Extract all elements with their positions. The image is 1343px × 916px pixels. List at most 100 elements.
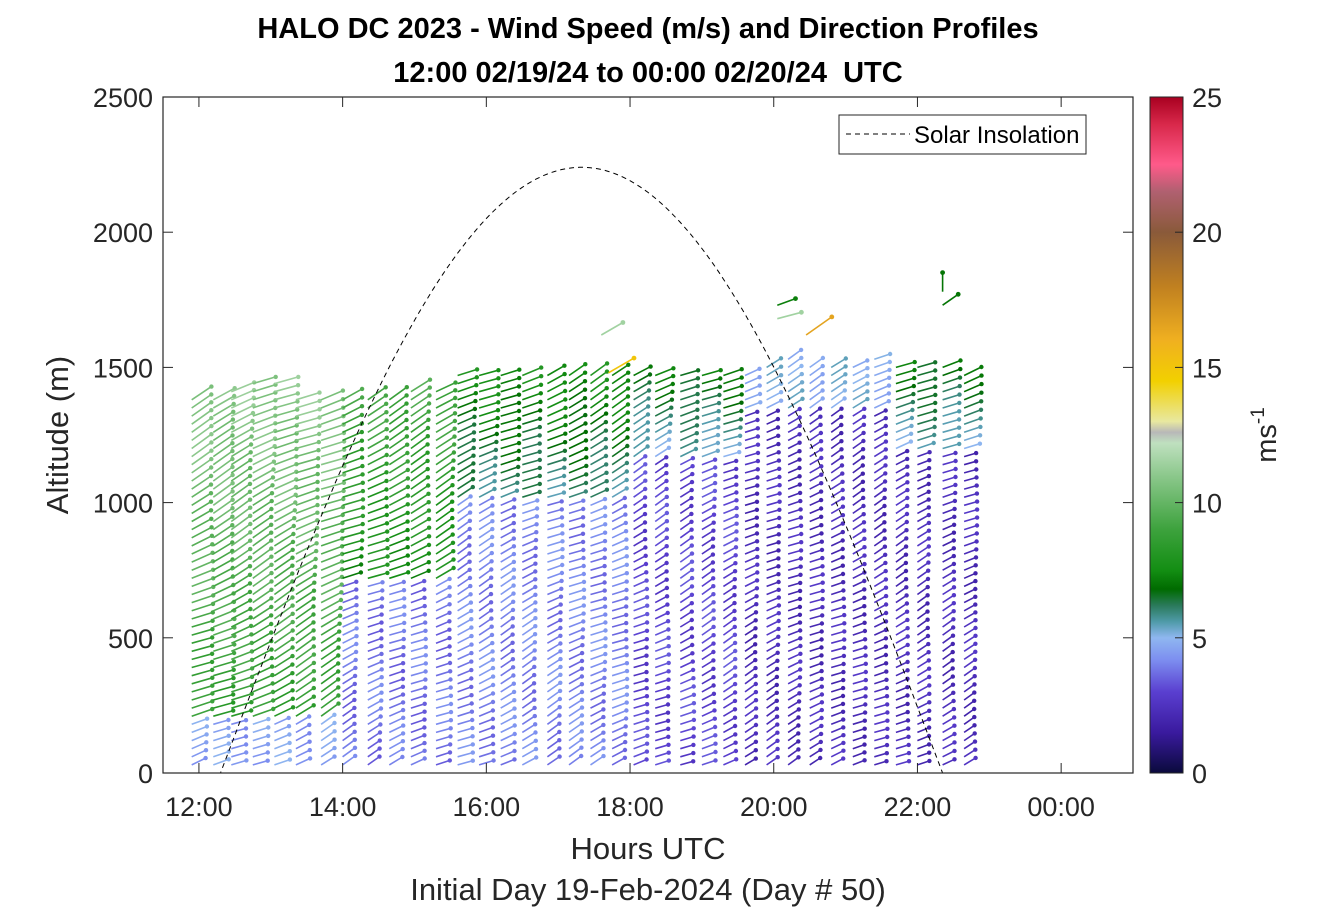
wind-barb <box>435 727 451 734</box>
wind-barb <box>320 576 343 588</box>
wind-barb-head <box>664 486 669 492</box>
wind-barb <box>388 740 404 750</box>
wind-barb <box>274 408 298 417</box>
wind-barb <box>295 678 315 693</box>
wind-barb-head <box>557 754 562 759</box>
wind-barb <box>873 472 886 482</box>
wind-barb <box>410 638 426 644</box>
wind-barb-head <box>973 450 979 456</box>
wind-barb <box>342 699 355 709</box>
wind-barb <box>522 491 540 498</box>
wind-barb-head <box>951 617 956 622</box>
wind-barb-head <box>861 422 867 427</box>
wind-barb-head <box>883 652 889 658</box>
wind-barb <box>547 424 566 434</box>
wind-barb-head <box>510 607 516 613</box>
wind-barb <box>895 361 915 369</box>
wind-barb-head <box>909 423 914 429</box>
wind-barb <box>874 703 888 709</box>
wind-barb-head <box>402 612 407 617</box>
wind-barb <box>766 509 780 515</box>
wind-barb <box>895 505 908 515</box>
wind-barb-head <box>798 659 803 664</box>
wind-barb <box>500 699 515 709</box>
wind-barb <box>478 520 493 531</box>
wind-barb-head <box>926 666 932 671</box>
wind-barb <box>917 701 930 709</box>
wind-barb <box>701 609 715 620</box>
wind-barb-head <box>757 366 762 371</box>
wind-barb <box>852 398 868 409</box>
wind-barb <box>478 401 499 409</box>
wind-barb-head <box>248 623 254 629</box>
wind-barb <box>679 440 697 450</box>
wind-barb <box>568 683 583 693</box>
wind-barb <box>500 609 514 620</box>
wind-barb <box>722 602 735 612</box>
wind-barb <box>457 408 476 417</box>
wind-barb <box>320 514 343 523</box>
wind-barb-head <box>491 758 496 763</box>
wind-barb-head <box>775 650 780 655</box>
wind-barb <box>213 660 235 669</box>
wind-barb <box>547 475 565 482</box>
wind-barb-head <box>666 726 671 731</box>
wind-barb-head <box>510 616 515 621</box>
wind-barb <box>389 546 408 555</box>
wind-barb <box>273 565 293 579</box>
wind-barb <box>590 573 605 580</box>
wind-barb <box>546 682 561 693</box>
wind-barb <box>809 717 822 726</box>
wind-barb-head <box>490 725 496 730</box>
wind-barb <box>231 684 253 693</box>
wind-barb-head <box>755 442 761 447</box>
y-axis-label: Altitude (m) <box>40 356 75 514</box>
wind-barb <box>873 392 890 401</box>
wind-barb-head <box>625 418 630 423</box>
wind-barb-head <box>404 409 409 414</box>
wind-barb <box>568 573 585 580</box>
wind-barb <box>295 408 320 417</box>
wind-barb-head <box>470 477 476 482</box>
wind-barb <box>367 747 381 758</box>
wind-barb <box>342 619 357 628</box>
wind-barb-head <box>797 604 803 610</box>
wind-barb <box>295 465 319 474</box>
wind-barb-head <box>973 633 978 638</box>
wind-barb-head <box>380 588 385 593</box>
wind-barb-head <box>755 483 760 488</box>
wind-barb-head <box>247 555 253 560</box>
wind-barb <box>342 755 356 766</box>
wind-barb-head <box>925 633 931 639</box>
wind-barb <box>273 541 294 555</box>
wind-barb-head <box>534 522 539 527</box>
wind-barb <box>435 711 452 717</box>
wind-barb-head <box>384 495 389 501</box>
wind-barb <box>457 536 470 547</box>
wind-barb <box>500 426 520 434</box>
wind-barb <box>679 505 692 515</box>
wind-barb-head <box>644 757 649 762</box>
wind-barb-head <box>404 401 409 406</box>
wind-barb-head <box>624 604 629 609</box>
wind-barb <box>895 644 909 653</box>
wind-barb-head <box>753 642 758 647</box>
wind-barb <box>367 547 388 555</box>
wind-barb-head <box>818 497 824 503</box>
wind-barb-head <box>862 545 867 550</box>
wind-barb-head <box>887 367 892 373</box>
wind-barb-head <box>905 487 910 493</box>
wind-barb-head <box>691 717 697 723</box>
wind-barb <box>367 522 388 531</box>
wind-barb <box>633 719 648 726</box>
wind-barb <box>213 626 235 636</box>
wind-barb <box>568 422 586 434</box>
wind-barb-head <box>400 731 406 736</box>
wind-barb-head <box>839 406 844 411</box>
wind-barb <box>568 557 584 563</box>
wind-barb-head <box>644 653 649 658</box>
wind-barb-head <box>560 554 565 560</box>
wind-barb <box>852 375 868 385</box>
wind-barb <box>367 471 387 482</box>
wind-barb-head <box>926 658 931 663</box>
